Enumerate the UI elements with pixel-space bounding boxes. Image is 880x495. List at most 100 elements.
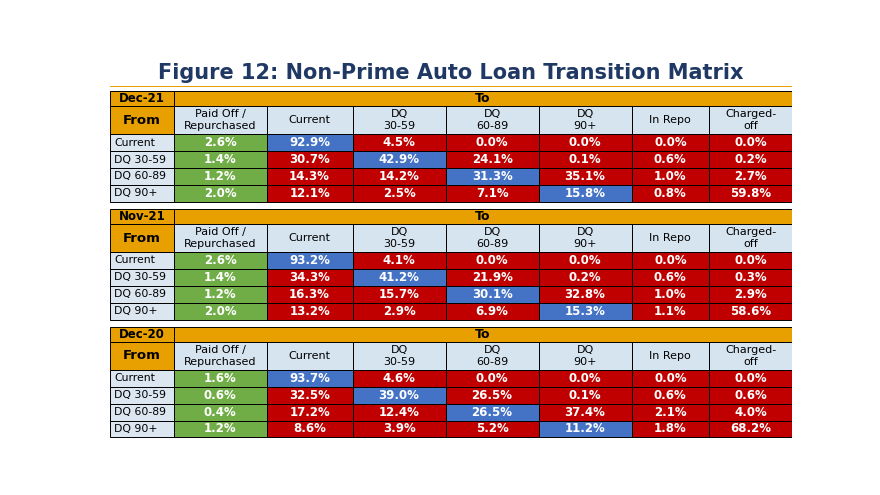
Bar — [445, 269, 539, 286]
Bar — [709, 168, 792, 185]
Text: 2.9%: 2.9% — [734, 288, 766, 301]
Bar — [110, 106, 173, 134]
Text: 1.4%: 1.4% — [203, 153, 237, 166]
Text: 0.0%: 0.0% — [476, 136, 509, 149]
Bar — [353, 286, 445, 303]
Bar — [632, 252, 709, 269]
Bar — [353, 224, 445, 252]
Bar — [173, 269, 267, 286]
Bar — [267, 106, 353, 134]
Bar — [110, 91, 173, 106]
Text: 12.4%: 12.4% — [378, 405, 420, 419]
Text: DQ 30-59: DQ 30-59 — [114, 272, 165, 282]
Text: DQ
60-89: DQ 60-89 — [476, 345, 509, 367]
Text: DQ 90+: DQ 90+ — [114, 189, 158, 198]
Text: 3.9%: 3.9% — [383, 423, 415, 436]
Text: 0.0%: 0.0% — [476, 254, 509, 267]
Bar — [539, 134, 632, 151]
Bar — [173, 342, 267, 370]
Text: To: To — [475, 92, 490, 105]
Bar — [539, 286, 632, 303]
Bar — [632, 303, 709, 320]
Text: 0.4%: 0.4% — [203, 405, 237, 419]
Bar — [632, 185, 709, 202]
Text: 0.6%: 0.6% — [654, 153, 686, 166]
Bar — [173, 91, 792, 106]
Text: 1.6%: 1.6% — [203, 372, 237, 385]
Text: Current: Current — [289, 351, 331, 361]
Bar — [173, 252, 267, 269]
Text: 4.6%: 4.6% — [383, 372, 415, 385]
Bar — [267, 303, 353, 320]
Text: 32.8%: 32.8% — [565, 288, 605, 301]
Text: 1.2%: 1.2% — [204, 170, 237, 183]
Bar — [445, 134, 539, 151]
Bar — [632, 168, 709, 185]
Bar — [632, 387, 709, 403]
Text: 0.1%: 0.1% — [568, 153, 601, 166]
Bar — [709, 185, 792, 202]
Bar — [632, 403, 709, 421]
Text: 30.1%: 30.1% — [472, 288, 512, 301]
Text: Charged-
off: Charged- off — [725, 227, 776, 249]
Bar — [110, 303, 173, 320]
Bar — [173, 370, 267, 387]
Bar — [110, 59, 792, 86]
Text: DQ
30-59: DQ 30-59 — [383, 227, 415, 249]
Text: Current: Current — [114, 138, 155, 148]
Bar — [110, 168, 173, 185]
Text: 8.6%: 8.6% — [293, 423, 326, 436]
Text: 2.6%: 2.6% — [203, 136, 237, 149]
Text: 11.2%: 11.2% — [565, 423, 605, 436]
Text: 24.1%: 24.1% — [472, 153, 512, 166]
Bar — [539, 252, 632, 269]
Bar — [173, 303, 267, 320]
Text: Current: Current — [289, 115, 331, 125]
Bar — [110, 86, 792, 87]
Text: 2.0%: 2.0% — [204, 305, 237, 318]
Text: Charged-
off: Charged- off — [725, 345, 776, 367]
Text: 0.2%: 0.2% — [568, 271, 601, 284]
Text: 1.1%: 1.1% — [654, 305, 686, 318]
Bar — [173, 403, 267, 421]
Text: Paid Off /
Repurchased: Paid Off / Repurchased — [184, 345, 256, 367]
Text: 21.9%: 21.9% — [472, 271, 512, 284]
Bar — [709, 134, 792, 151]
Text: 1.8%: 1.8% — [654, 423, 686, 436]
Text: From: From — [123, 349, 161, 362]
Text: 2.1%: 2.1% — [654, 405, 686, 419]
Bar — [110, 370, 173, 387]
Bar — [445, 185, 539, 202]
Bar — [539, 303, 632, 320]
Text: Current: Current — [289, 233, 331, 243]
Bar — [267, 387, 353, 403]
Text: 0.0%: 0.0% — [476, 372, 509, 385]
Bar — [353, 252, 445, 269]
Bar — [445, 387, 539, 403]
Bar — [539, 387, 632, 403]
Bar — [173, 387, 267, 403]
Text: 4.5%: 4.5% — [383, 136, 415, 149]
Text: 14.3%: 14.3% — [290, 170, 330, 183]
Text: 0.0%: 0.0% — [654, 136, 686, 149]
Text: 1.2%: 1.2% — [204, 423, 237, 436]
Text: DQ
90+: DQ 90+ — [574, 345, 597, 367]
Text: In Repo: In Repo — [649, 233, 691, 243]
Text: 0.2%: 0.2% — [734, 153, 766, 166]
Bar — [539, 168, 632, 185]
Bar — [539, 151, 632, 168]
Text: 0.0%: 0.0% — [654, 254, 686, 267]
Text: Dec-21: Dec-21 — [119, 92, 165, 105]
Text: 0.1%: 0.1% — [568, 389, 601, 401]
Text: 0.8%: 0.8% — [654, 187, 686, 200]
Bar — [709, 269, 792, 286]
Bar — [353, 106, 445, 134]
Text: Dec-20: Dec-20 — [119, 328, 165, 341]
Bar — [173, 151, 267, 168]
Text: 7.1%: 7.1% — [476, 187, 509, 200]
Text: 2.0%: 2.0% — [204, 187, 237, 200]
Bar — [353, 134, 445, 151]
Bar — [445, 370, 539, 387]
Text: In Repo: In Repo — [649, 115, 691, 125]
Bar — [445, 303, 539, 320]
